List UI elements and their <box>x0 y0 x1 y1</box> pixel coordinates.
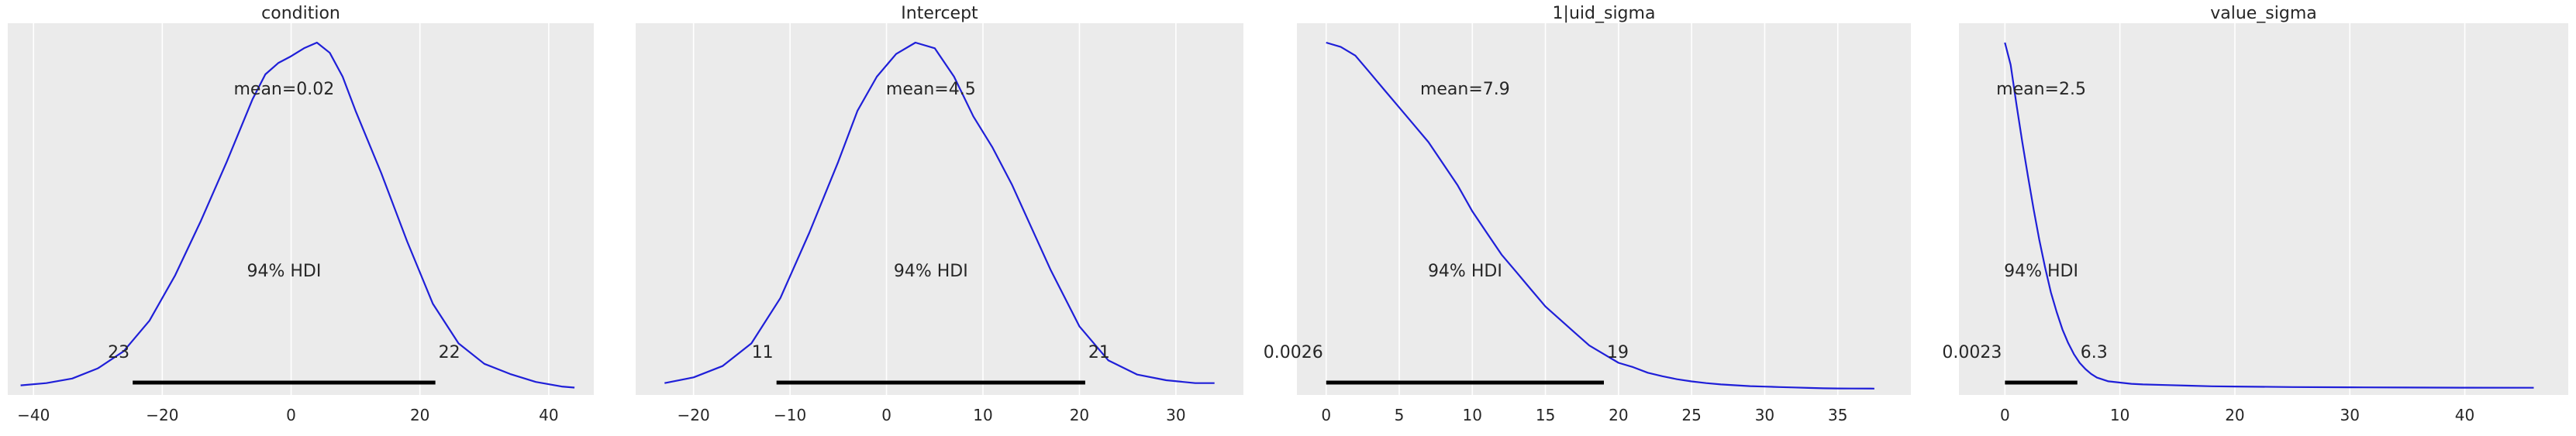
x-tick-label: −10 <box>774 406 806 424</box>
subplot-title: value_sigma <box>2210 4 2317 23</box>
plot-area <box>1959 23 2568 395</box>
x-tick-label: 5 <box>1395 406 1405 424</box>
mean-label: mean=0.02 <box>233 80 334 99</box>
x-tick-label: 40 <box>539 406 558 424</box>
density-curve <box>20 41 575 389</box>
x-tick-label: 25 <box>1681 406 1701 424</box>
x-tick-label: 20 <box>410 406 429 424</box>
mean-label: mean=2.5 <box>1996 80 2086 99</box>
x-tick-label: 20 <box>1070 406 1089 424</box>
hdi-caption: 94% HDI <box>2004 262 2078 281</box>
plot-area <box>1297 23 1911 395</box>
x-tick-label: 30 <box>1755 406 1774 424</box>
mean-label: mean=4.5 <box>886 80 976 99</box>
x-tick-label: 0 <box>881 406 891 424</box>
x-tick-label: 0 <box>1321 406 1331 424</box>
subplot-title: condition <box>261 4 340 23</box>
x-tick-label: 10 <box>2110 406 2129 424</box>
hdi-caption: 94% HDI <box>247 262 321 281</box>
x-tick-label: 20 <box>2225 406 2244 424</box>
hdi-upper-label: 22 <box>439 343 460 362</box>
hdi-upper-label: 6.3 <box>2081 343 2108 362</box>
subplot-2: −20 −10 0 10 20 30 Intercept 11 21 94% HDI mean=4.… <box>636 4 1243 424</box>
x-tick-label: 35 <box>1828 406 1847 424</box>
x-tick-label: 15 <box>1536 406 1555 424</box>
x-tick-label: 30 <box>1166 406 1185 424</box>
x-tick-label: 30 <box>2340 406 2359 424</box>
hdi-upper-label: 19 <box>1607 343 1629 362</box>
subplot-3: 0 5 10 15 20 25 30 35 1|uid_sigma 0.0026 19 94% HDI… <box>1264 4 1911 424</box>
x-tick-label: −20 <box>678 406 710 424</box>
hdi-lower-label: 23 <box>108 343 129 362</box>
hdi-caption: 94% HDI <box>894 262 968 281</box>
x-tick-label: 20 <box>1609 406 1628 424</box>
subplot-title: Intercept <box>901 4 978 23</box>
density-curve <box>1326 41 1874 390</box>
plot-area <box>8 23 594 395</box>
x-tick-label: −20 <box>146 406 178 424</box>
density-curve <box>2004 42 2534 389</box>
subplot-title: 1|uid_sigma <box>1553 4 1656 23</box>
x-tick-label: 40 <box>2455 406 2474 424</box>
x-tick-label: 10 <box>973 406 992 424</box>
hdi-upper-label: 21 <box>1088 343 1110 362</box>
x-tick-label: 10 <box>1463 406 1482 424</box>
subplot-4: 0 10 20 30 40 value_sigma 0.0023 6.3 94% HDI mean… <box>1942 4 2568 424</box>
x-tick-label: −40 <box>17 406 50 424</box>
x-tick-label: 0 <box>286 406 296 424</box>
hdi-caption: 94% HDI <box>1428 262 1502 281</box>
x-tick-label: 0 <box>2000 406 2010 424</box>
subplot-1: −40 −20 0 20 40 condition 23 22 94% HDI mean=0.02 <box>8 4 594 424</box>
hdi-lower-label: 0.0026 <box>1264 343 1323 362</box>
density-curve <box>664 41 1215 384</box>
plot-area <box>636 23 1243 395</box>
mean-label: mean=7.9 <box>1420 80 1510 99</box>
hdi-lower-label: 11 <box>752 343 774 362</box>
hdi-lower-label: 0.0023 <box>1942 343 2002 362</box>
